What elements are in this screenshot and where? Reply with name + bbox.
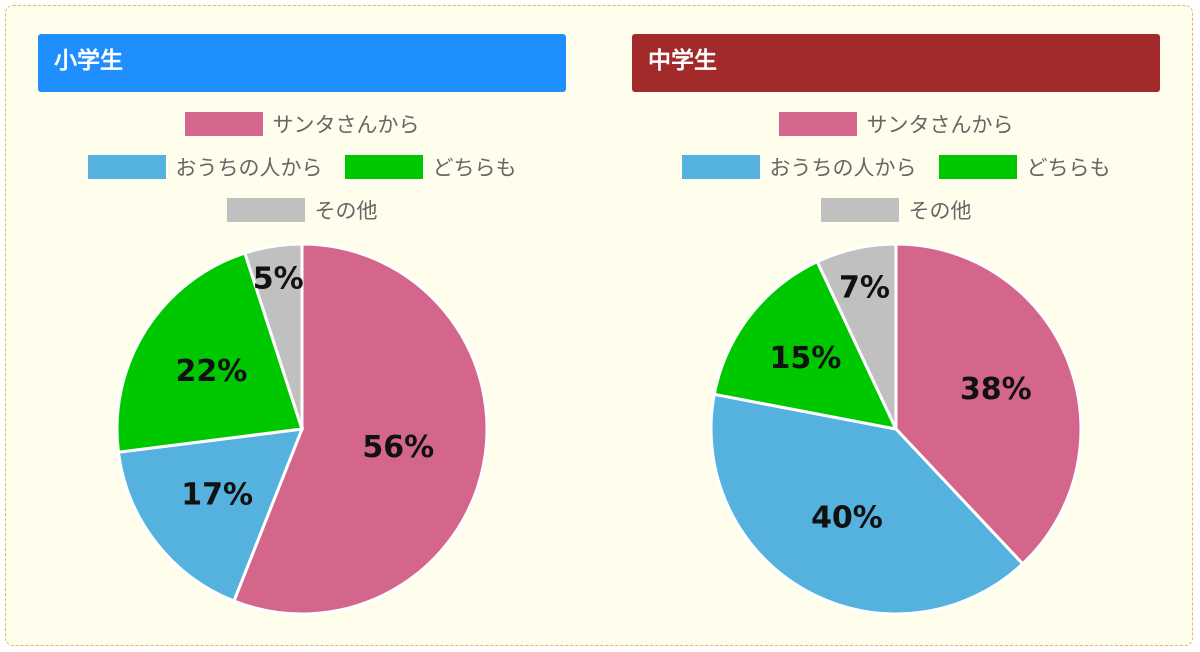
elementary-legend-row-2: おうちの人から どちらも <box>0 152 604 182</box>
elementary-title-bar: 小学生 <box>38 34 566 92</box>
junior-legend-row-1: サンタさんから <box>594 109 1198 139</box>
legend-item-family[interactable]: おうちの人から <box>681 152 917 182</box>
pie-slice-family[interactable] <box>709 392 1025 616</box>
elementary-slice-labels: 56% 17% 22% 5% <box>175 262 434 513</box>
legend-label-family: おうちの人から <box>769 156 917 180</box>
legend-swatch-other <box>226 198 305 222</box>
junior-slices <box>709 242 1083 616</box>
legend-swatch-both <box>938 155 1017 179</box>
legend-item-both[interactable]: どちらも <box>344 152 517 182</box>
pie-slice-family[interactable] <box>116 427 305 603</box>
elementary-slices <box>115 242 489 616</box>
legend-item-other[interactable]: その他 <box>226 195 378 225</box>
junior-pie-chart: 38% 40% 15% 7% <box>709 242 1083 616</box>
junior-title-bar: 中学生 <box>632 34 1160 92</box>
pie-label-other: 7% <box>839 271 890 306</box>
legend-item-both[interactable]: どちらも <box>938 152 1111 182</box>
legend-item-other[interactable]: その他 <box>820 195 972 225</box>
pie-label-other: 5% <box>253 262 304 297</box>
elementary-legend-row-1: サンタさんから <box>0 109 604 139</box>
pie-slice-other[interactable] <box>242 242 304 430</box>
junior-legend-row-2: おうちの人から どちらも <box>594 152 1198 182</box>
junior-slice-labels: 38% 40% 15% 7% <box>769 271 1031 536</box>
pie-label-santa: 56% <box>362 430 434 465</box>
legend-item-family[interactable]: おうちの人から <box>87 152 323 182</box>
elementary-legend-row-3: その他 <box>0 195 604 225</box>
pie-slice-santa[interactable] <box>231 242 489 616</box>
junior-chart-panel: 中学生 サンタさんから おうちの人から どちらも その他 38% 40% 15% 7% <box>594 0 1194 652</box>
pie-slice-both[interactable] <box>115 251 304 454</box>
legend-label-both: どちらも <box>1026 156 1111 180</box>
legend-label-family: おうちの人から <box>175 156 323 180</box>
legend-swatch-family <box>87 155 166 179</box>
pie-label-both: 15% <box>769 341 841 376</box>
elementary-title: 小学生 <box>54 48 123 74</box>
junior-title: 中学生 <box>648 48 717 74</box>
elementary-chart-panel: 小学生 サンタさんから おうちの人から どちらも その他 56% 17% 22% 5% <box>38 34 566 616</box>
legend-label-other: その他 <box>908 199 972 223</box>
pie-label-family: 40% <box>811 501 883 536</box>
legend-item-santa[interactable]: サンタさんから <box>778 109 1014 139</box>
legend-item-santa[interactable]: サンタさんから <box>184 109 420 139</box>
pie-slice-other[interactable] <box>815 242 898 430</box>
legend-swatch-both <box>344 155 423 179</box>
pie-label-family: 17% <box>181 477 253 512</box>
legend-label-santa: サンタさんから <box>866 113 1014 137</box>
pie-slice-both[interactable] <box>712 259 899 432</box>
legend-swatch-other <box>820 198 899 222</box>
junior-legend-row-3: その他 <box>594 195 1198 225</box>
legend-swatch-santa <box>184 112 263 136</box>
legend-swatch-family <box>681 155 760 179</box>
pie-label-santa: 38% <box>960 372 1032 407</box>
legend-label-other: その他 <box>314 199 378 223</box>
legend-swatch-santa <box>778 112 857 136</box>
pie-slice-santa[interactable] <box>894 242 1083 566</box>
legend-label-both: どちらも <box>432 156 517 180</box>
legend-label-santa: サンタさんから <box>272 113 420 137</box>
pie-label-both: 22% <box>175 354 247 389</box>
elementary-pie-chart: 56% 17% 22% 5% <box>115 242 489 616</box>
